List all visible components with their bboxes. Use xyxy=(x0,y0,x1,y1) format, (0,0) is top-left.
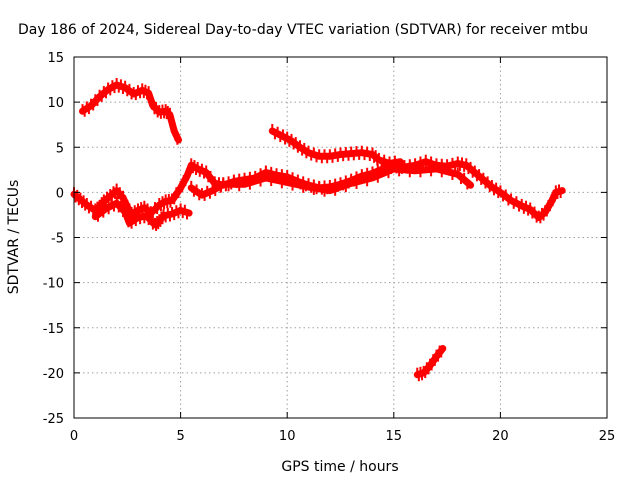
y-tick-label: 15 xyxy=(47,51,64,66)
x-tick-label: 20 xyxy=(492,429,509,444)
x-tick-label: 10 xyxy=(279,429,296,444)
y-tick-label: -5 xyxy=(51,232,64,247)
x-tick-label: 25 xyxy=(599,429,616,444)
x-tick-label: 15 xyxy=(386,429,403,444)
y-tick-label: 5 xyxy=(56,141,64,156)
x-tick-label: 5 xyxy=(176,429,184,444)
y-tick-label: -20 xyxy=(43,367,64,382)
y-axis-label: SDTVAR / TECUs xyxy=(6,180,22,295)
chart-title: Day 186 of 2024, Sidereal Day-to-day VTE… xyxy=(18,22,588,38)
x-axis-label: GPS time / hours xyxy=(281,459,398,475)
grid xyxy=(74,57,607,418)
x-tick-label: 0 xyxy=(70,429,78,444)
data-series xyxy=(70,77,566,382)
y-tick-label: 0 xyxy=(56,186,64,201)
axis-ticks: 0 5 10 15 20 25 15 10 5 0 -5 -10 -15 -20 -25 xyxy=(43,51,616,444)
y-tick-label: -25 xyxy=(43,412,64,427)
y-tick-label: 10 xyxy=(47,96,64,111)
y-tick-label: -15 xyxy=(43,322,64,337)
y-tick-label: -10 xyxy=(43,277,64,292)
